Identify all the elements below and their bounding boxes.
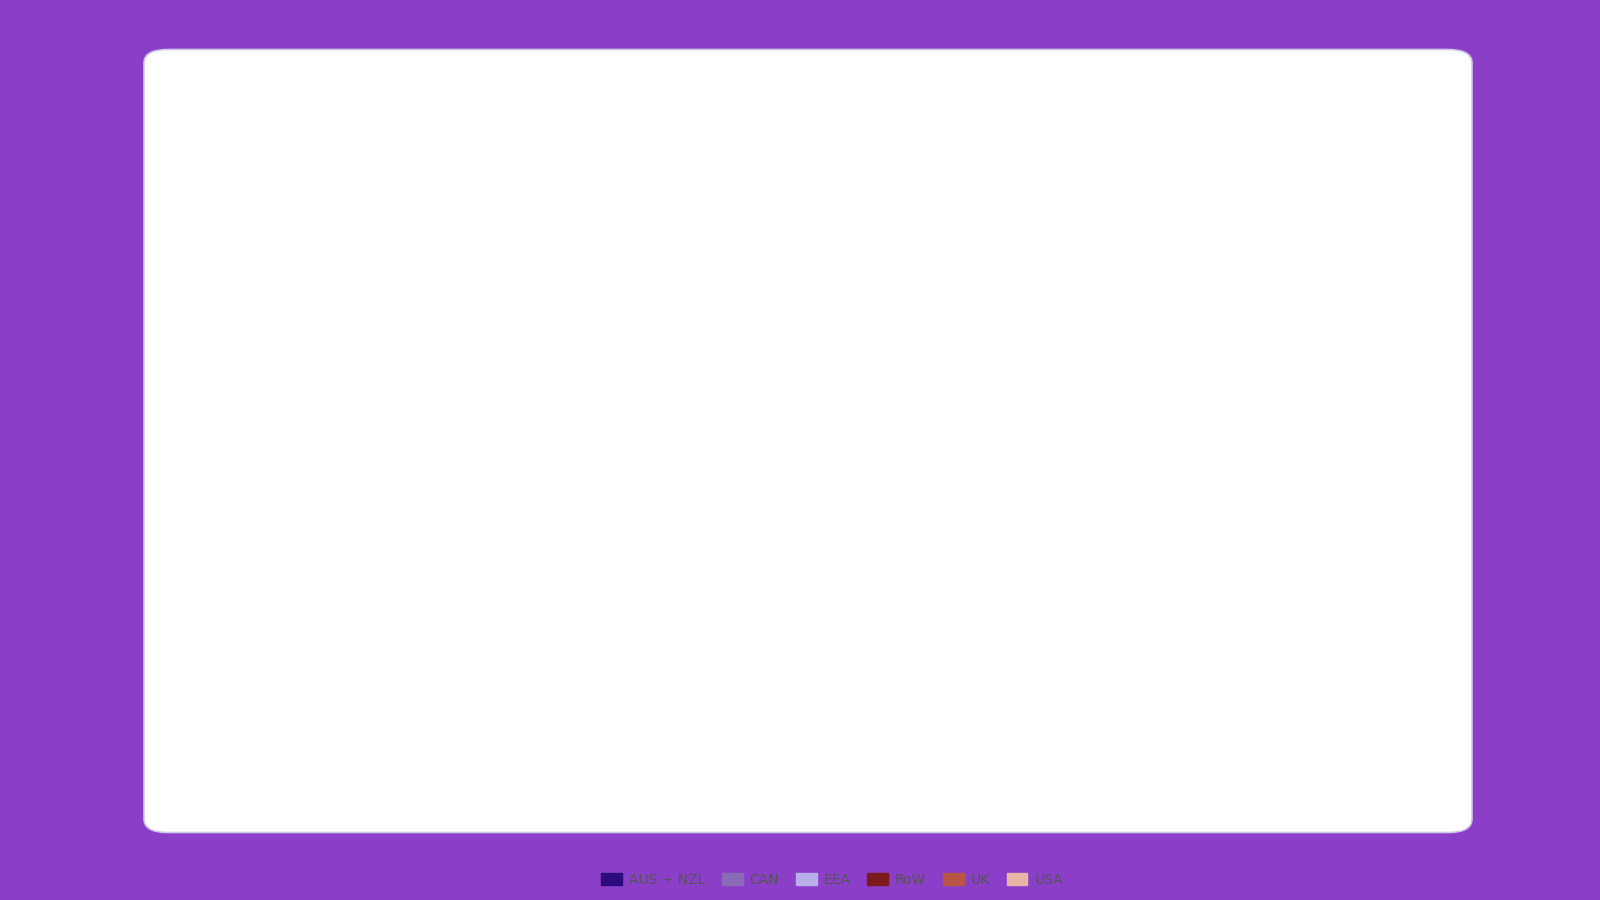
Bar bbox=[758, 558, 826, 617]
Bar bbox=[342, 485, 410, 496]
Bar bbox=[266, 555, 333, 582]
Bar bbox=[758, 526, 826, 558]
Bar bbox=[1165, 424, 1232, 482]
Bar bbox=[758, 493, 826, 504]
Bar bbox=[1088, 155, 1155, 249]
Bar bbox=[1000, 446, 1067, 612]
Bar bbox=[1330, 636, 1395, 642]
Bar bbox=[837, 491, 902, 501]
Bar bbox=[342, 454, 410, 485]
Legend: AUS + NZL, CAN, EEA, RoW, UK, USA: AUS + NZL, CAN, EEA, RoW, UK, USA bbox=[595, 868, 1069, 893]
Bar bbox=[1088, 271, 1155, 324]
Bar bbox=[342, 550, 410, 609]
Bar bbox=[1165, 604, 1232, 738]
Y-axis label: Volume USD: Volume USD bbox=[224, 385, 240, 479]
Bar bbox=[266, 539, 333, 555]
Bar bbox=[923, 615, 990, 738]
Bar bbox=[430, 534, 498, 561]
Bar bbox=[1253, 528, 1318, 609]
Bar bbox=[1000, 612, 1067, 738]
Bar bbox=[595, 509, 661, 536]
Bar bbox=[342, 518, 410, 550]
Bar bbox=[1253, 446, 1318, 459]
Bar bbox=[672, 631, 739, 642]
Bar bbox=[1330, 662, 1395, 684]
Bar bbox=[1165, 364, 1232, 383]
Bar bbox=[430, 561, 498, 615]
Bar bbox=[595, 617, 661, 738]
Bar bbox=[923, 464, 990, 485]
Bar bbox=[266, 518, 333, 531]
Bar bbox=[672, 623, 739, 631]
Bar bbox=[672, 642, 739, 657]
Bar bbox=[923, 496, 990, 518]
Bar bbox=[1088, 598, 1155, 738]
Bar bbox=[758, 464, 826, 493]
Bar bbox=[923, 518, 990, 550]
Bar bbox=[1330, 684, 1395, 738]
Bar bbox=[430, 615, 498, 738]
Bar bbox=[1253, 459, 1318, 485]
Bar bbox=[837, 523, 902, 555]
Bar bbox=[1000, 386, 1067, 446]
Bar bbox=[507, 523, 574, 604]
Bar bbox=[758, 617, 826, 738]
Bar bbox=[1088, 249, 1155, 271]
Bar bbox=[923, 485, 990, 496]
Bar bbox=[923, 550, 990, 615]
Bar bbox=[672, 555, 739, 623]
Bar bbox=[1000, 343, 1067, 386]
Bar bbox=[266, 531, 333, 539]
Bar bbox=[342, 496, 410, 518]
Bar bbox=[1253, 485, 1318, 528]
Bar bbox=[672, 689, 739, 738]
Bar bbox=[266, 626, 333, 738]
Bar bbox=[672, 657, 739, 689]
Bar bbox=[507, 443, 574, 475]
Bar bbox=[430, 515, 498, 534]
Bar bbox=[758, 504, 826, 526]
Bar bbox=[1253, 609, 1318, 738]
Bar bbox=[507, 421, 574, 443]
Bar bbox=[1253, 402, 1318, 446]
Bar bbox=[1000, 306, 1067, 329]
Bar bbox=[1330, 650, 1395, 662]
Bar bbox=[507, 604, 574, 738]
Bar bbox=[1330, 623, 1395, 636]
Bar bbox=[1000, 329, 1067, 343]
Bar bbox=[837, 615, 902, 738]
Bar bbox=[595, 491, 661, 496]
Bar bbox=[595, 496, 661, 509]
Bar bbox=[1165, 316, 1232, 364]
Bar bbox=[837, 501, 902, 523]
Bar bbox=[430, 493, 498, 507]
Bar bbox=[595, 482, 661, 491]
Bar bbox=[1165, 482, 1232, 604]
Bar bbox=[507, 383, 574, 421]
Bar bbox=[266, 582, 333, 626]
Bar bbox=[1330, 642, 1395, 650]
Bar bbox=[837, 555, 902, 615]
Bar bbox=[1165, 383, 1232, 424]
Bar bbox=[1088, 405, 1155, 598]
Bar bbox=[837, 464, 902, 491]
X-axis label: Transaction Created Date: Transaction Created Date bbox=[734, 770, 930, 785]
Bar bbox=[342, 609, 410, 738]
Title: Volume by Country Grouped: Volume by Country Grouped bbox=[685, 94, 979, 113]
Bar bbox=[1088, 324, 1155, 405]
Bar bbox=[507, 475, 574, 523]
Bar bbox=[430, 507, 498, 515]
Bar bbox=[595, 536, 661, 617]
